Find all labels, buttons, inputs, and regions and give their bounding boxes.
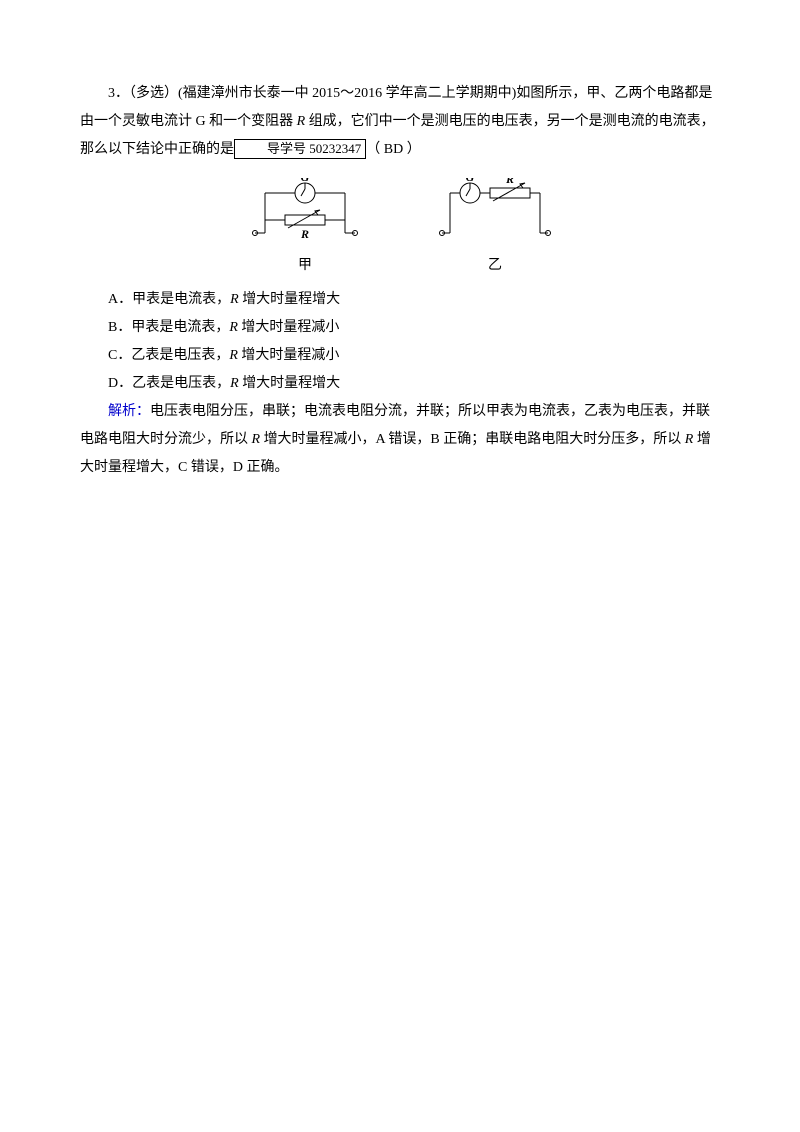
label-g-yi: G: [466, 178, 475, 184]
analysis-label: 解析：: [108, 404, 150, 419]
label-r: R: [300, 227, 309, 241]
option-c-var: R: [229, 348, 238, 363]
circuit-jia-svg: G R: [240, 178, 370, 248]
answer: （ BD ）: [366, 142, 420, 157]
option-c-prefix: C．: [108, 348, 131, 363]
label-r-yi: R: [505, 178, 514, 186]
label-g: G: [301, 178, 310, 184]
analysis-text2: 增大时量程减小，A 错误，B 正确；串联电路电阻大时分压多，所以: [260, 432, 685, 447]
var-r: R: [297, 114, 306, 129]
option-a-text1: 甲表是电流表，: [132, 292, 230, 307]
option-b-prefix: B．: [108, 320, 131, 335]
question-source: (福建漳州市长泰一中 2015～2016 学年高二上学期期中): [178, 86, 516, 101]
option-d: D．乙表是电压表，R 增大时量程增大: [80, 370, 720, 398]
option-b-var: R: [229, 320, 238, 335]
option-a-prefix: A．: [108, 292, 132, 307]
option-d-prefix: D．: [108, 376, 132, 391]
question-type: （多选）: [129, 86, 178, 101]
option-d-text2: 增大时量程增大: [239, 376, 341, 391]
option-d-text1: 乙表是电压表，: [132, 376, 230, 391]
option-d-var: R: [230, 376, 239, 391]
reference-label: 导学号 50232347: [234, 139, 366, 159]
caption-yi: 乙: [488, 252, 502, 280]
analysis: 解析：电压表电阻分压，串联；电流表电阻分流，并联；所以甲表为电流表，乙表为电压表…: [80, 398, 720, 482]
question-number: 3: [108, 86, 115, 101]
option-a: A．甲表是电流表，R 增大时量程增大: [80, 286, 720, 314]
analysis-var1: R: [252, 432, 261, 447]
diagram-row: G R 甲: [80, 178, 720, 280]
circuit-yi-svg: G R: [430, 178, 560, 248]
option-c: C．乙表是电压表，R 增大时量程减小: [80, 342, 720, 370]
option-b-text2: 增大时量程减小: [238, 320, 340, 335]
diagram-yi: G R 乙: [430, 178, 560, 280]
option-c-text1: 乙表是电压表，: [131, 348, 229, 363]
caption-jia: 甲: [298, 252, 312, 280]
option-c-text2: 增大时量程减小: [238, 348, 340, 363]
question-stem: 3．（多选）(福建漳州市长泰一中 2015～2016 学年高二上学期期中)如图所…: [80, 80, 720, 164]
option-a-var: R: [230, 292, 239, 307]
option-b: B．甲表是电流表，R 增大时量程减小: [80, 314, 720, 342]
option-b-text1: 甲表是电流表，: [131, 320, 229, 335]
diagram-jia: G R 甲: [240, 178, 370, 280]
option-a-text2: 增大时量程增大: [239, 292, 341, 307]
document-content: 3．（多选）(福建漳州市长泰一中 2015～2016 学年高二上学期期中)如图所…: [80, 80, 720, 482]
